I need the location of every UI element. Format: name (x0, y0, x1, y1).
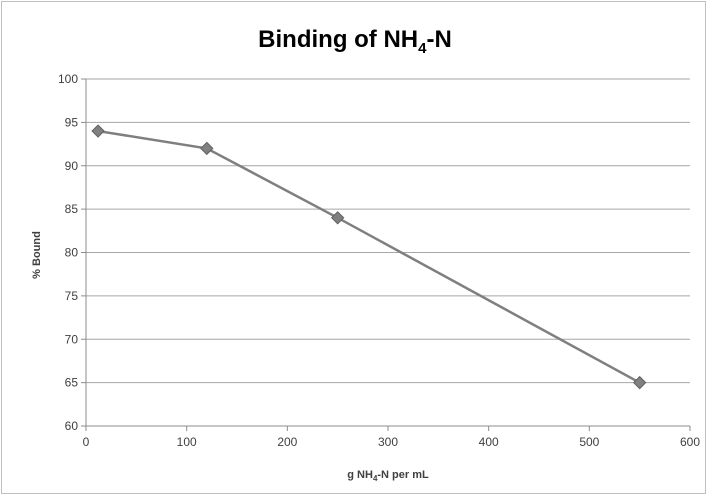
y-tick-label: 90 (65, 159, 79, 173)
gridlines (86, 79, 690, 383)
x-axis-label: g NH4-N per mL (347, 469, 429, 483)
x-tick-labels: 0 100 200 300 400 500 600 (83, 435, 701, 449)
x-tick-label: 100 (177, 435, 197, 449)
x-tick-label: 400 (479, 435, 499, 449)
y-tick-label: 95 (65, 115, 79, 129)
y-tick-label: 80 (65, 246, 79, 260)
data-series (92, 125, 646, 389)
series-line (98, 131, 640, 383)
x-tick-label: 200 (277, 435, 297, 449)
y-tick-label: 100 (58, 72, 78, 86)
x-tick-label: 600 (680, 435, 700, 449)
x-tick-label: 0 (83, 435, 90, 449)
y-tick-label: 85 (65, 202, 79, 216)
data-point-marker (332, 212, 344, 224)
y-tick-label: 75 (65, 289, 79, 303)
x-tick-label: 300 (378, 435, 398, 449)
axes (81, 79, 690, 431)
data-point-marker (634, 377, 646, 389)
y-tick-label: 65 (65, 376, 79, 390)
data-point-marker (201, 142, 213, 154)
chart-title: Binding of NH4-N (258, 26, 452, 57)
x-tick-label: 500 (579, 435, 599, 449)
data-point-marker (92, 125, 104, 137)
y-axis-label: % Bound (31, 231, 43, 279)
y-tick-label: 70 (65, 332, 79, 346)
y-tick-labels: 60 65 70 75 80 85 90 95 100 (58, 72, 78, 433)
y-tick-label: 60 (65, 419, 79, 433)
